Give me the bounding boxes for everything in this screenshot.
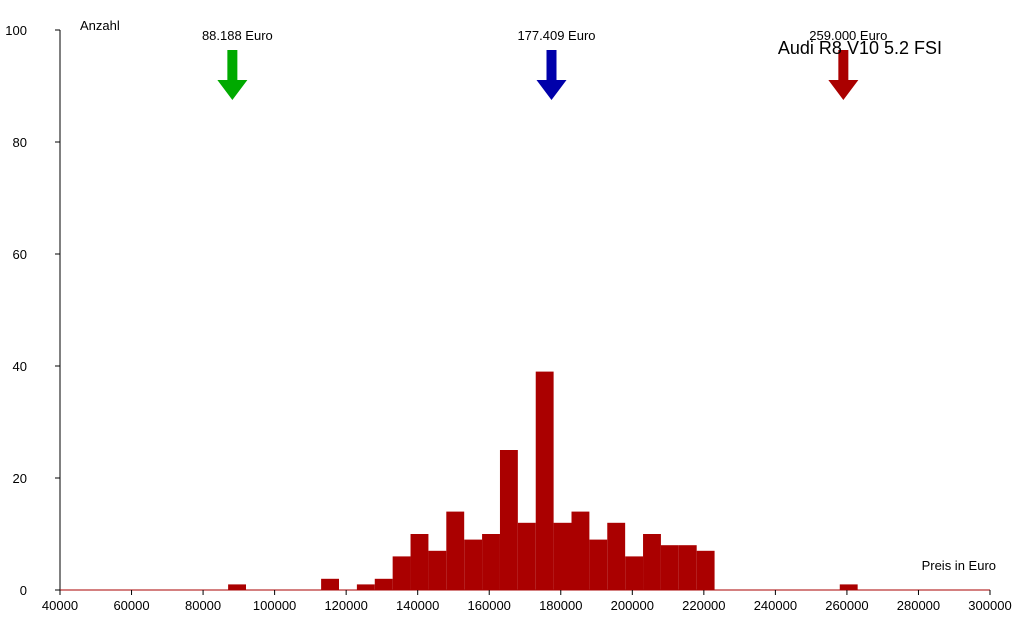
histogram-bar-11 xyxy=(517,522,536,590)
histogram-bar-10 xyxy=(499,450,518,590)
x-axis-title: Preis in Euro xyxy=(922,558,996,573)
x-axis-ticks: 40000 60000 80000 100000 120000 140000 160000 1… xyxy=(42,590,1012,613)
histogram-bar-2 xyxy=(356,584,375,590)
histogram-bar-12 xyxy=(535,371,554,590)
histogram-bar-3 xyxy=(374,578,393,590)
histogram-bar-18 xyxy=(643,534,661,590)
histogram-bar-6 xyxy=(428,550,447,590)
y-tick-label: 80 xyxy=(13,135,27,150)
y-axis-ticks: 0 20 40 60 80 100 xyxy=(5,23,60,598)
y-tick-label: 100 xyxy=(5,23,27,38)
histogram-bar-16 xyxy=(607,522,626,590)
histogram-bar-0 xyxy=(228,584,246,590)
y-axis-title: Anzahl xyxy=(80,18,120,33)
x-tick-label: 120000 xyxy=(324,598,367,613)
price-markers: 88.188 Euro 177.409 Euro 259.000 Euro xyxy=(202,28,887,100)
down-arrow-icon xyxy=(217,50,248,100)
y-tick-label: 0 xyxy=(20,583,27,598)
histogram-bar-19 xyxy=(660,545,679,590)
x-tick-label: 220000 xyxy=(682,598,725,613)
down-arrow-icon xyxy=(536,50,567,100)
price-marker-2: 259.000 Euro xyxy=(809,28,887,100)
x-tick-label: 260000 xyxy=(825,598,868,613)
histogram-bar-20 xyxy=(678,545,697,590)
x-tick-label: 200000 xyxy=(611,598,654,613)
histogram-bar-8 xyxy=(464,539,483,590)
histogram-bar-4 xyxy=(392,556,411,590)
x-tick-label: 60000 xyxy=(113,598,149,613)
histogram-bar-5 xyxy=(410,534,429,590)
price-marker-1: 177.409 Euro xyxy=(517,28,596,100)
x-tick-label: 40000 xyxy=(42,598,78,613)
y-tick-label: 60 xyxy=(13,247,27,262)
y-tick-label: 40 xyxy=(13,359,27,374)
histogram-bar-15 xyxy=(589,539,608,590)
down-arrow-icon xyxy=(828,50,859,100)
x-tick-label: 140000 xyxy=(396,598,439,613)
price-marker-0: 88.188 Euro xyxy=(202,28,273,100)
histogram-bar-21 xyxy=(696,550,715,590)
histogram-bar-13 xyxy=(553,522,572,590)
histogram-bar-9 xyxy=(482,534,500,590)
x-tick-label: 100000 xyxy=(253,598,296,613)
x-tick-label: 300000 xyxy=(968,598,1011,613)
chart-title: Audi R8 V10 5.2 FSI xyxy=(778,38,942,58)
price-marker-label: 177.409 Euro xyxy=(517,28,595,43)
histogram-bar-22 xyxy=(839,584,858,590)
histogram-bar-17 xyxy=(625,556,644,590)
x-tick-label: 280000 xyxy=(897,598,940,613)
price-marker-label: 259.000 Euro xyxy=(809,28,887,43)
histogram-bar-7 xyxy=(446,511,465,590)
histogram-bar-1 xyxy=(321,578,339,590)
price-marker-label: 88.188 Euro xyxy=(202,28,273,43)
x-tick-label: 160000 xyxy=(468,598,511,613)
x-tick-label: 80000 xyxy=(185,598,221,613)
histogram-bar-14 xyxy=(571,511,590,590)
x-tick-label: 180000 xyxy=(539,598,582,613)
x-tick-label: 240000 xyxy=(754,598,797,613)
histogram-bars xyxy=(228,371,858,590)
y-tick-label: 20 xyxy=(13,471,27,486)
